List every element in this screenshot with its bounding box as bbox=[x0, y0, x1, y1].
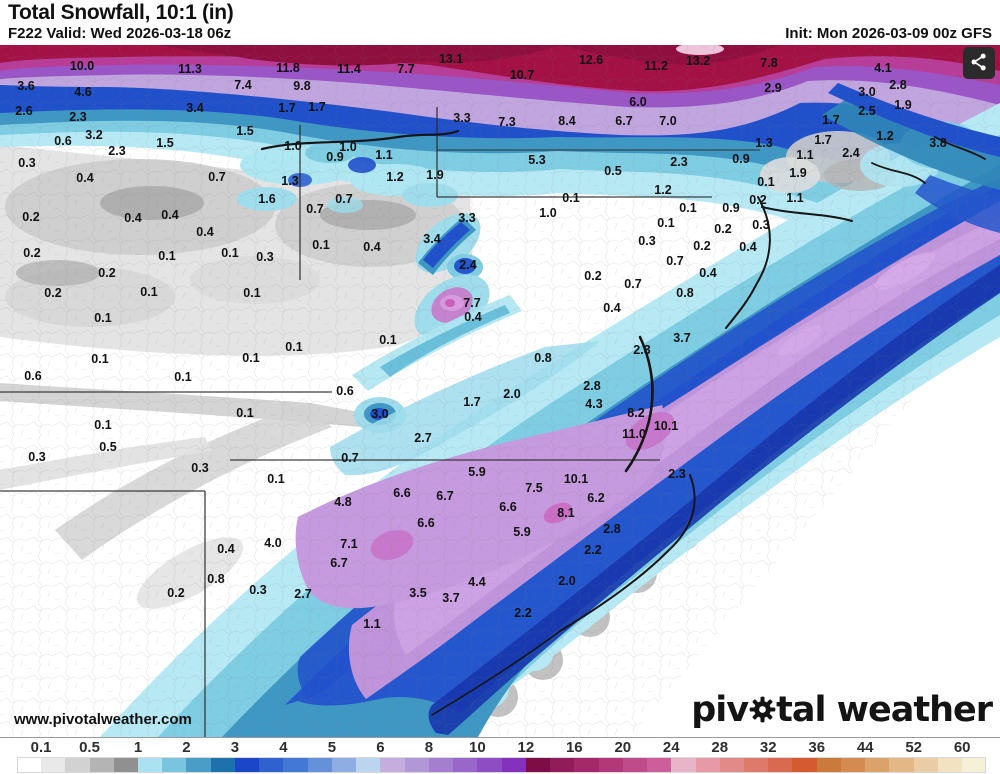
colorbar-tick-label: 60 bbox=[953, 739, 971, 756]
colorbar-tick-label: 24 bbox=[662, 739, 680, 756]
colorbar-tick-label: 10 bbox=[469, 739, 486, 756]
snowfall-shading bbox=[0, 45, 1000, 737]
colorbar-outline bbox=[16, 757, 987, 773]
colorbar-tick-label: 8 bbox=[424, 739, 434, 756]
pivotal-weather-logo: piv tal weather bbox=[691, 688, 993, 732]
gear-icon bbox=[749, 692, 776, 732]
logo-text-prefix: piv bbox=[691, 690, 749, 730]
colorbar-tick-label: 16 bbox=[565, 739, 583, 756]
colorbar-tick-label: 0.5 bbox=[79, 739, 100, 756]
colorbar-tick-label: 28 bbox=[711, 739, 729, 756]
init-time-label: Init: Mon 2026-03-09 00z GFS bbox=[785, 25, 992, 42]
watermark: www.pivotalweather.com bbox=[14, 711, 192, 728]
colorbar-tick-label: 36 bbox=[808, 739, 826, 756]
share-button[interactable] bbox=[963, 47, 995, 79]
colorbar: 0.1 0.5 1 2 3 4 5 6 8 10 12 16 20 24 28 32 36 44 52 60 bbox=[0, 737, 1000, 774]
colorbar-tick-label: 32 bbox=[759, 739, 777, 756]
colorbar-tick-label: 12 bbox=[517, 739, 535, 756]
header: Total Snowfall, 10:1 (in) F222 Valid: We… bbox=[0, 0, 1000, 45]
colorbar-tick-label: 52 bbox=[905, 739, 923, 756]
colorbar-tick-label: 5 bbox=[327, 739, 337, 756]
colorbar-tick-label: 2 bbox=[182, 739, 191, 756]
share-icon bbox=[969, 52, 989, 75]
colorbar-tick-label: 3 bbox=[230, 739, 240, 756]
colorbar-tick-label: 20 bbox=[614, 739, 632, 756]
colorbar-tick-label: 4 bbox=[279, 739, 288, 756]
colorbar-tick-label: 1 bbox=[133, 739, 143, 756]
colorbar-tick-label: 44 bbox=[856, 739, 874, 756]
page-title: Total Snowfall, 10:1 (in) bbox=[8, 1, 234, 24]
valid-time-label: F222 Valid: Wed 2026-03-18 06z bbox=[8, 25, 232, 42]
colorbar-tick-label: 0.1 bbox=[30, 739, 52, 756]
snowfall-map bbox=[0, 45, 1000, 737]
colorbar-tick-label: 6 bbox=[376, 739, 385, 756]
colorbar-segment bbox=[962, 757, 988, 773]
logo-text-suffix: tal weather bbox=[776, 690, 993, 730]
